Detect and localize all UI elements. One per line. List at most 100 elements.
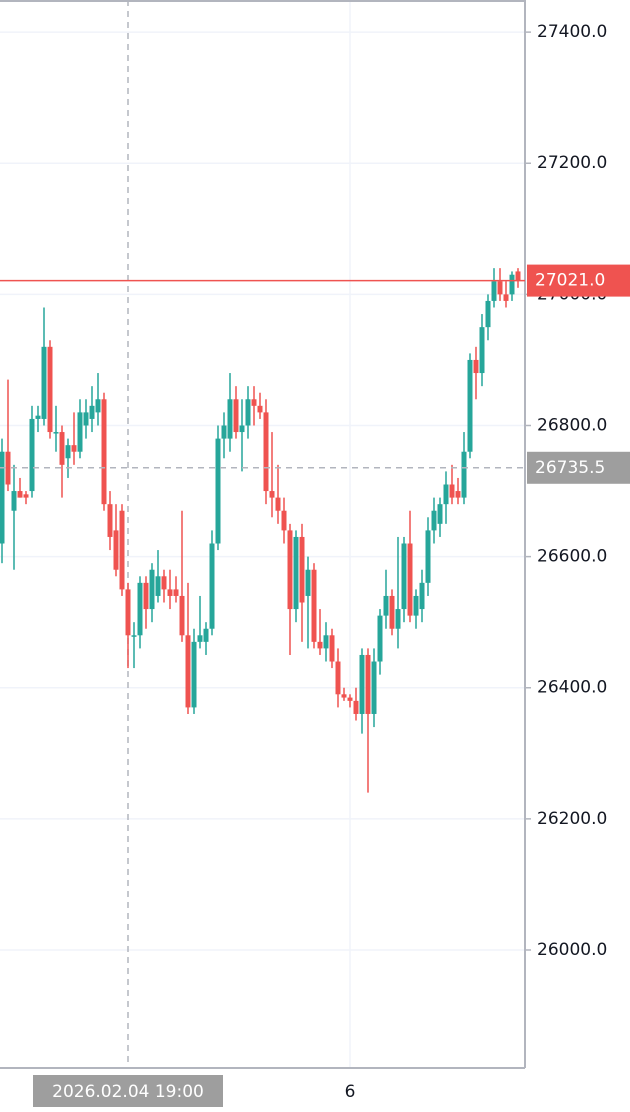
candle-body <box>11 491 17 511</box>
candle-body <box>461 451 467 498</box>
candle-body <box>59 432 65 465</box>
candle-body <box>89 405 95 419</box>
candle-body <box>335 661 341 695</box>
x-tick-label: 6 <box>345 1082 356 1102</box>
candle-body <box>497 281 503 295</box>
candle-body <box>215 438 221 544</box>
candle-body <box>395 609 401 629</box>
candle-body <box>143 582 149 610</box>
candle-body <box>365 654 371 714</box>
candle-body <box>5 451 11 485</box>
candle-body <box>323 635 329 649</box>
candle-body <box>53 432 59 434</box>
candle-body <box>83 412 89 426</box>
candle-body <box>125 589 131 636</box>
candle-body <box>65 445 71 459</box>
candle-body <box>299 536 305 603</box>
candle-body <box>485 300 491 328</box>
candle-body <box>221 425 227 439</box>
y-tick-label: 27200.0 <box>537 153 607 173</box>
y-tick-label: 26600.0 <box>537 547 607 567</box>
y-tick-label: 26800.0 <box>537 415 607 435</box>
candle-body <box>263 412 269 492</box>
candle-body <box>377 615 383 662</box>
candle-body <box>191 641 197 708</box>
crosshair-price-box <box>527 451 630 484</box>
candle-body <box>383 595 389 616</box>
candle-body <box>311 569 317 642</box>
candle-body <box>443 484 449 505</box>
candle-body <box>347 697 353 701</box>
candle-body <box>71 445 77 452</box>
candle-body <box>179 595 185 636</box>
candle-body <box>275 497 281 511</box>
candle-body <box>245 399 251 426</box>
candle-body <box>251 399 257 406</box>
candle-body <box>269 491 275 498</box>
last-price-label: 27021.0 <box>535 271 605 291</box>
candle-body <box>149 569 155 610</box>
candle-body <box>317 641 323 649</box>
candle-body <box>431 510 437 531</box>
candle-body <box>413 595 419 616</box>
candle-body <box>209 543 215 629</box>
crosshair-price-label: 26735.5 <box>535 458 605 478</box>
overlays: 26000.026200.026400.026600.026800.027000… <box>0 22 630 1107</box>
candle-body <box>161 576 167 590</box>
crosshair-time-label: 2026.02.04 19:00 <box>52 1082 204 1102</box>
candle-body <box>239 425 245 433</box>
candle-body <box>287 530 293 610</box>
candle-body <box>257 405 263 413</box>
candle-body <box>449 484 455 498</box>
candle-body <box>197 635 203 642</box>
candle-body <box>389 595 395 629</box>
candle-body <box>227 399 233 439</box>
y-tick-label: 27400.0 <box>537 22 607 42</box>
candle-body <box>131 635 137 637</box>
candle-body <box>137 582 143 636</box>
candle-body <box>353 700 359 714</box>
candle-body <box>173 589 179 596</box>
candle-body <box>155 576 161 596</box>
grid <box>0 0 525 1068</box>
candle-body <box>113 530 119 570</box>
candle-body <box>371 661 377 714</box>
candle-body <box>407 543 413 616</box>
candle-body <box>185 635 191 708</box>
candle-body <box>233 399 239 433</box>
candle-body <box>425 530 431 583</box>
candle-body <box>305 569 311 596</box>
y-tick-label: 26000.0 <box>537 940 607 960</box>
crosshair-time-label-box <box>33 1075 223 1107</box>
candle-body <box>23 494 29 498</box>
candle-body <box>491 281 497 301</box>
candle-body <box>29 418 35 492</box>
candle-body <box>401 543 407 610</box>
candle-body <box>119 510 125 590</box>
candle-body <box>341 694 347 698</box>
candle-body <box>329 635 335 662</box>
candle-body <box>17 491 23 498</box>
candle-body <box>503 294 509 301</box>
candle-body <box>281 510 287 531</box>
candle-body <box>515 271 521 281</box>
candle-body <box>419 582 425 610</box>
last-price-box <box>527 264 630 297</box>
candle-body <box>47 346 53 433</box>
candle-body <box>101 399 107 505</box>
candle-body <box>479 327 485 374</box>
candle-body <box>437 504 443 524</box>
candle-body <box>467 359 473 452</box>
candle-body <box>41 346 47 419</box>
candle-body <box>359 654 365 714</box>
candle-body <box>203 628 209 642</box>
candle-body <box>167 589 173 596</box>
candle-body <box>455 491 461 498</box>
candle-body <box>0 451 5 544</box>
candle-body <box>509 274 515 295</box>
y-tick-label: 26200.0 <box>537 809 607 829</box>
candles <box>0 268 521 793</box>
candle-body <box>35 415 41 419</box>
y-tick-label: 26400.0 <box>537 678 607 698</box>
